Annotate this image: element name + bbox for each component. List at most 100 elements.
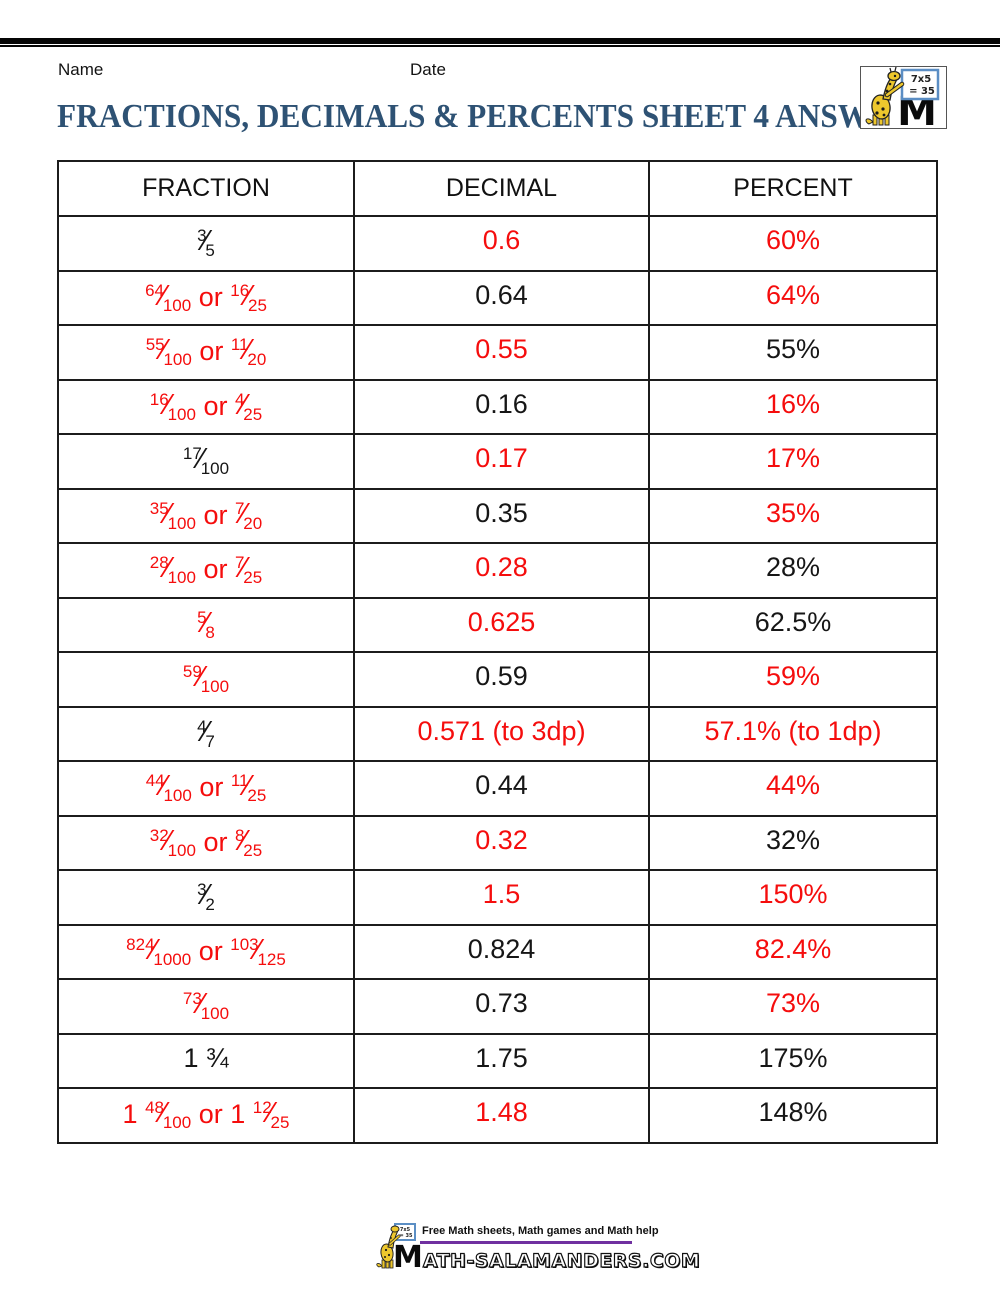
cell-fraction: 824⁄1000 or 103⁄125 <box>57 923 355 980</box>
table-row: 64⁄100 or 16⁄25 0.64 64% <box>57 269 938 326</box>
top-divider-rule <box>0 38 1000 47</box>
fraction-value: 12⁄25 <box>252 1097 290 1132</box>
cell-percent: 150% <box>648 869 938 926</box>
cell-decimal: 0.17 <box>353 433 650 490</box>
logo-board <box>900 68 940 101</box>
date-label: Date <box>410 60 446 79</box>
fraction-value: 48⁄100 <box>145 1097 192 1132</box>
fraction-value: 44⁄100 <box>145 770 192 805</box>
cell-percent: 64% <box>648 269 938 326</box>
cell-fraction: 3⁄5 <box>57 215 355 272</box>
footer-tagline: Free Math sheets, Math games and Math he… <box>422 1225 659 1237</box>
fraction-value: 59⁄100 <box>182 661 230 696</box>
table-row: 35⁄100 or 7⁄20 0.35 35% <box>57 487 938 544</box>
cell-decimal: 0.32 <box>353 814 650 871</box>
table-row: 3⁄2 1.5 150% <box>57 869 938 926</box>
logo-board-line2: = 35 <box>909 86 935 97</box>
text-value: or <box>195 390 235 421</box>
fraction-value: 4⁄7 <box>197 715 215 751</box>
fraction-value: 16⁄100 <box>149 388 196 424</box>
table-row: 824⁄1000 or 103⁄125 0.824 82.4% <box>57 923 938 980</box>
table-row: 28⁄100 or 7⁄25 0.28 28% <box>57 542 938 599</box>
column-header-percent: PERCENT <box>648 160 938 217</box>
fraction-value: 4⁄25 <box>234 388 263 424</box>
footer-site-name: MATH-SALAMANDERS.COM <box>393 1240 700 1275</box>
cell-fraction: 4⁄7 <box>57 705 355 762</box>
top-divider-gap <box>0 44 1000 45</box>
salamander-logo-icon: M 7x5 = 35 <box>865 66 940 135</box>
table-row: 5⁄8 0.625 62.5% <box>57 596 938 653</box>
fraction-value: 7⁄25 <box>234 552 263 587</box>
cell-decimal: 0.16 <box>353 378 650 435</box>
cell-decimal: 0.625 <box>353 596 650 653</box>
footer-site-rest: ATH-SALAMANDERS.COM <box>422 1249 701 1272</box>
table-row: 73⁄100 0.73 73% <box>57 978 938 1035</box>
logo-board-line1: 7x5 <box>911 74 931 85</box>
fraction-value: 35⁄100 <box>149 497 196 533</box>
text-value: or <box>191 336 231 366</box>
table-row: 59⁄100 0.59 59% <box>57 651 938 708</box>
cell-decimal: 1.48 <box>353 1087 650 1144</box>
footer-purple-rule <box>420 1241 632 1244</box>
text-value: or <box>195 826 235 857</box>
cell-percent: 55% <box>648 324 938 381</box>
cell-decimal: 1.5 <box>353 869 650 926</box>
table-row: 32⁄100 or 8⁄25 0.32 32% <box>57 814 938 871</box>
cell-fraction: 28⁄100 or 7⁄25 <box>57 542 355 599</box>
fraction-value: 64⁄100 <box>145 279 192 315</box>
fraction-value: 103⁄125 <box>230 933 286 969</box>
cell-percent: 59% <box>648 651 938 708</box>
footer-board-line1: 7x5 <box>400 1227 411 1233</box>
cell-decimal: 0.44 <box>353 760 650 817</box>
cell-fraction: 3⁄2 <box>57 869 355 926</box>
cell-fraction: 44⁄100 or 11⁄25 <box>57 760 355 817</box>
cell-percent: 16% <box>648 378 938 435</box>
cell-percent: 148% <box>648 1087 938 1144</box>
cell-decimal: 0.28 <box>353 542 650 599</box>
top-divider-thick-line <box>0 38 1000 44</box>
cell-fraction: 55⁄100 or 11⁄20 <box>57 324 355 381</box>
table-row: 55⁄100 or 11⁄20 0.55 55% <box>57 324 938 381</box>
table-row: 3⁄5 0.6 60% <box>57 215 938 272</box>
fraction-value: 7⁄20 <box>234 497 263 533</box>
cell-fraction: 35⁄100 or 7⁄20 <box>57 487 355 544</box>
fraction-value: 28⁄100 <box>149 552 196 587</box>
fraction-value: 5⁄8 <box>197 606 215 642</box>
cell-fraction: 5⁄8 <box>57 596 355 653</box>
cell-percent: 17% <box>648 433 938 490</box>
text-value: or <box>195 499 235 530</box>
cell-decimal: 0.59 <box>353 651 650 708</box>
cell-percent: 32% <box>648 814 938 871</box>
cell-decimal: 0.571 (to 3dp) <box>353 705 650 762</box>
answers-table: FRACTION DECIMAL PERCENT 3⁄5 0.6 60% 64⁄100… <box>57 160 938 1144</box>
fraction-value: 16⁄25 <box>230 279 267 315</box>
cell-decimal: 0.73 <box>353 978 650 1035</box>
name-label: Name <box>58 60 104 79</box>
cell-percent: 28% <box>648 542 938 599</box>
footer-salamander-icon: 7x5 = 35 <box>376 1223 416 1269</box>
table-row: 4⁄7 0.571 (to 3dp) 57.1% (to 1dp) <box>57 705 938 762</box>
cell-percent: 57.1% (to 1dp) <box>648 705 938 762</box>
text-value: or <box>191 935 231 966</box>
text-value: or <box>191 772 231 802</box>
fraction-value: 11⁄25 <box>230 770 267 805</box>
cell-fraction: 1 48⁄100 or 1 12⁄25 <box>57 1087 355 1144</box>
cell-fraction: 59⁄100 <box>57 651 355 708</box>
cell-decimal: 0.55 <box>353 324 650 381</box>
text-value: 1 <box>122 1099 146 1129</box>
top-divider-thin-line <box>0 45 1000 47</box>
cell-fraction: 16⁄100 or 4⁄25 <box>57 378 355 435</box>
cell-decimal: 0.824 <box>353 923 650 980</box>
cell-fraction: 32⁄100 or 8⁄25 <box>57 814 355 871</box>
fraction-value: 73⁄100 <box>182 988 230 1023</box>
text-value: or 1 <box>191 1099 253 1129</box>
table-row: 16⁄100 or 4⁄25 0.16 16% <box>57 378 938 435</box>
brand-logo: M 7x5 = 35 <box>860 66 947 135</box>
page-title: FRACTIONS, DECIMALS & PERCENTS SHEET 4 A… <box>57 98 930 135</box>
fraction-value: 32⁄100 <box>149 824 196 860</box>
cell-decimal: 0.35 <box>353 487 650 544</box>
footer-giraffe-icon <box>376 1225 401 1269</box>
cell-fraction: 73⁄100 <box>57 978 355 1035</box>
cell-fraction: 1 ¾ <box>57 1032 355 1089</box>
cell-fraction: 17⁄100 <box>57 433 355 490</box>
